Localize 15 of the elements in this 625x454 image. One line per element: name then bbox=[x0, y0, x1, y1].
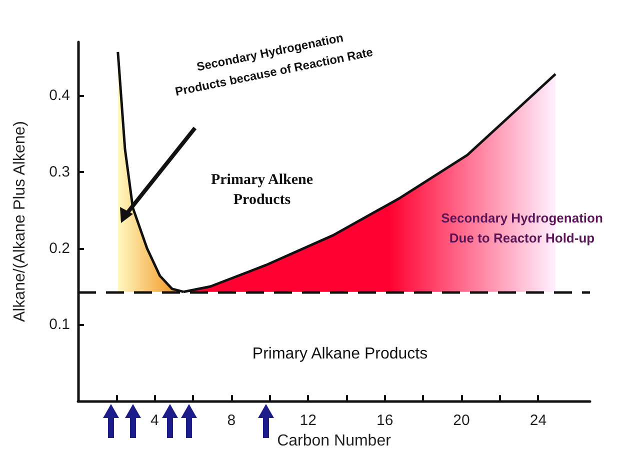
x-tick-label: 16 bbox=[376, 412, 394, 430]
x-tick-label: 20 bbox=[453, 412, 470, 430]
x-axis-title: Carbon Number bbox=[277, 432, 392, 450]
x-tick-label: 8 bbox=[227, 412, 236, 430]
x-tick-label: 4 bbox=[150, 412, 159, 430]
y-tick-label: 0.4 bbox=[49, 86, 70, 104]
annotation: Secondary Hydrogenation Due to Reactor Hold-up bbox=[441, 210, 603, 246]
annotation: Primary Alkane Products bbox=[252, 346, 428, 362]
y-tick-label: 0.2 bbox=[49, 240, 70, 257]
x-tick-label: 12 bbox=[300, 412, 316, 430]
y-tick-label: 0.3 bbox=[49, 163, 70, 180]
x-tick-label: 24 bbox=[530, 412, 547, 430]
annotation: Primary Alkene Products bbox=[210, 172, 314, 208]
y-tick-label: 0.1 bbox=[49, 316, 70, 334]
y-axis-title: Alkane/(Alkane Plus Alkene) bbox=[12, 121, 28, 322]
